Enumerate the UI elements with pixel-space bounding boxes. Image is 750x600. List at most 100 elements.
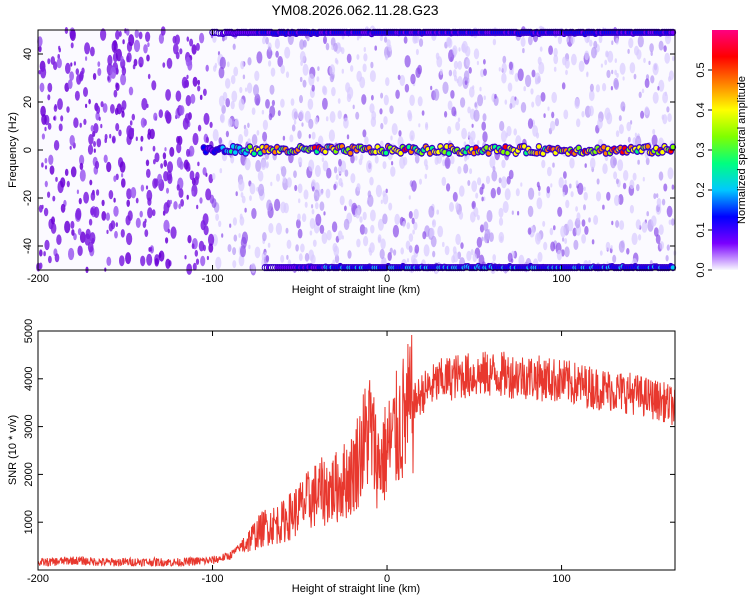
heatmap-cell [403,36,408,44]
heatmap-cell [537,251,543,263]
heatmap-cell [618,194,624,205]
heatmap-cell [452,45,458,56]
heatmap-cell [547,166,552,177]
heatmap-cell [165,89,172,101]
heatmap-cell [337,110,342,120]
heatmap-cell [442,241,445,248]
heatmap-cell [295,244,299,252]
heatmap-cell [589,157,596,169]
heatmap-cell [275,222,282,235]
heatmap-cell [432,220,435,225]
heatmap-cell [195,258,200,265]
heatmap-cell [191,190,195,197]
heatmap-cell [154,258,159,267]
heatmap-cell [610,155,617,169]
heatmap-cell [513,128,517,136]
heatmap-cell [93,148,96,153]
heatmap-cell [232,120,236,126]
heatmap-cell [196,204,199,210]
heatmap-cell [467,131,471,139]
heatmap-cell [206,255,209,261]
heatmap-cell [359,216,363,223]
heatmap-cell [100,123,103,129]
heatmap-cell [539,46,543,52]
heatmap-cell [471,200,476,210]
heatmap-cell [481,236,484,242]
heatmap-y-label: Frequency (Hz) [7,112,19,188]
heatmap-cell [104,133,108,140]
heatmap-cell [458,47,461,52]
heatmap-y-ticks: 40 20 0 -20 -40 [22,48,675,254]
heatmap-cell [658,171,664,181]
heatmap-cell [662,91,668,104]
heatmap-cell [118,129,122,137]
heatmap-cell [575,217,581,229]
heatmap-cell [359,224,366,235]
heatmap-cell [593,40,598,49]
heatmap-cell [548,45,553,55]
heatmap-cell [185,95,192,107]
heatmap-cell [361,94,367,105]
heatmap-cell [107,54,113,66]
heatmap-cell [646,211,649,217]
heatmap-cell [402,220,406,228]
heatmap-cell [586,72,589,78]
colorbar-tick-label: 0.0 [695,262,707,277]
heatmap-cell [429,227,435,239]
heatmap-y-tick-label: 0 [22,147,34,153]
heatmap-cell [118,30,122,37]
heatmap-cell [48,255,52,264]
heatmap-cell [103,154,108,163]
heatmap-cell [323,35,327,45]
heatmap-cell [121,100,127,111]
heatmap-cell [370,224,375,234]
heatmap-cell [262,36,266,45]
heatmap-cell [218,66,225,79]
colorbar: 0.5 0.4 0.3 0.2 0.1 0.0 Normalized spectral a… [695,30,748,278]
heatmap-cell [588,217,591,223]
heatmap-cell [348,199,353,207]
heatmap-cell [313,189,320,202]
heatmap-cell [455,202,460,211]
heatmap-cell [44,239,50,251]
heatmap-cell [448,69,453,77]
heatmap-cell [69,145,72,150]
heatmap-cell [308,118,314,129]
feature-cell [323,149,328,154]
feature-cell [660,150,665,155]
heatmap-cell [492,38,497,46]
heatmap-cell [309,230,313,236]
heatmap-cell [505,132,509,138]
heatmap-cell [178,188,184,199]
heatmap-cell [167,173,173,185]
heatmap-cell [540,92,546,102]
heatmap-cell [249,195,252,202]
heatmap-cell [314,165,321,177]
heatmap-cell [616,72,619,78]
heatmap-cell [73,117,79,128]
heatmap-cell [90,46,95,57]
heatmap-cell [614,58,617,63]
heatmap-cell [329,64,336,76]
heatmap-cell [331,221,338,233]
snr-frame [37,330,676,571]
heatmap-cell [380,122,384,130]
heatmap-cell [67,79,73,90]
heatmap-cell [338,158,342,167]
heatmap-cell [383,94,389,106]
heatmap-cell [126,55,130,63]
heatmap-cell [184,255,187,260]
heatmap-cell [319,201,325,211]
heatmap-cell [317,66,320,71]
heatmap-cell [530,88,534,95]
heatmap-cell [128,34,135,47]
heatmap-cell [277,110,281,117]
heatmap-cell [88,98,91,105]
heatmap-cell [147,42,150,47]
heatmap-cell [563,171,567,179]
heatmap-cell [308,159,315,172]
heatmap-cell [611,220,614,226]
heatmap-cell [500,176,507,189]
heatmap-y-tick-label: 20 [22,96,34,108]
